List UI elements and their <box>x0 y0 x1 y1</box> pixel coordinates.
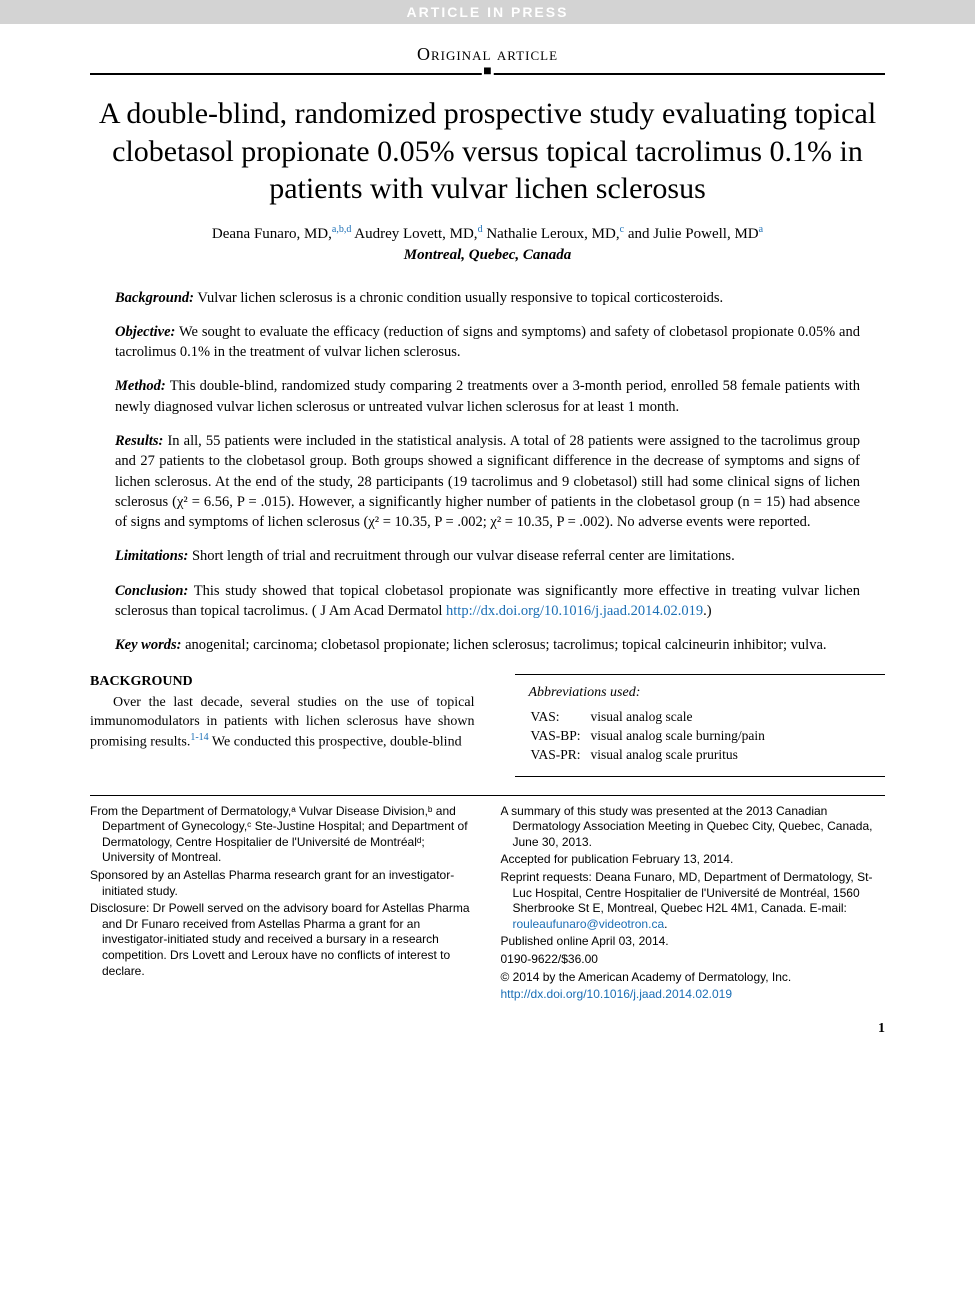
footnote-item: Published online April 03, 2014. <box>501 934 886 950</box>
footnote-item: A summary of this study was presented at… <box>501 804 886 851</box>
abbrev-key: VAS-BP: <box>531 728 589 745</box>
abstract-objective: Objective: We sought to evaluate the eff… <box>115 322 860 363</box>
author-affil: a <box>759 224 763 235</box>
doi-link[interactable]: http://dx.doi.org/10.1016/j.jaad.2014.02… <box>446 603 703 619</box>
author: and Julie Powell, MDa <box>624 226 763 242</box>
footnote-item: Sponsored by an Astellas Pharma research… <box>90 868 475 899</box>
page-number: 1 <box>0 1021 885 1037</box>
footnote-link[interactable]: rouleaufunaro@videotron.ca <box>513 917 665 931</box>
abbrev-row: VAS:visual analog scale <box>531 709 773 726</box>
background-heading: BACKGROUND <box>90 674 475 690</box>
footnote-link[interactable]: http://dx.doi.org/10.1016/j.jaad.2014.02… <box>501 987 733 1001</box>
abbrev-def: visual analog scale <box>591 709 773 726</box>
author-affil: a,b,d <box>332 224 351 235</box>
footnote-item: © 2014 by the American Academy of Dermat… <box>501 970 886 986</box>
abstract-method: Method: This double-blind, randomized st… <box>115 376 860 417</box>
abbrev-row: VAS-PR:visual analog scale pruritus <box>531 747 773 764</box>
author: Nathalie Leroux, MD,c <box>483 226 625 242</box>
citation-ref[interactable]: 1-14 <box>190 732 208 743</box>
abbrev-key: VAS-PR: <box>531 747 589 764</box>
body-column-left: BACKGROUND Over the last decade, several… <box>90 674 475 777</box>
abstract-conclusion: Conclusion: This study showed that topic… <box>115 581 860 622</box>
abbrev-row: VAS-BP:visual analog scale burning/pain <box>531 728 773 745</box>
abstract-limitations: Limitations: Short length of trial and r… <box>115 546 860 566</box>
article-title: A double-blind, randomized prospective s… <box>90 95 885 208</box>
abstract-background: Background: Vulvar lichen sclerosus is a… <box>115 288 860 308</box>
author: Audrey Lovett, MD,d <box>351 226 482 242</box>
author-affil: d <box>478 224 483 235</box>
author-location: Montreal, Quebec, Canada <box>0 247 975 264</box>
footnote-item: http://dx.doi.org/10.1016/j.jaad.2014.02… <box>501 987 886 1003</box>
title-divider <box>90 73 885 75</box>
footnote-item: 0190-9622/$36.00 <box>501 952 886 968</box>
footnotes: From the Department of Dermatology,ᵃ Vul… <box>90 795 885 1005</box>
footnote-item: Disclosure: Dr Powell served on the advi… <box>90 901 475 979</box>
author: Deana Funaro, MD,a,b,d <box>212 226 351 242</box>
abbrev-def: visual analog scale pruritus <box>591 747 773 764</box>
author-line: Deana Funaro, MD,a,b,d Audrey Lovett, MD… <box>90 224 885 243</box>
abbreviations-box: Abbreviations used: VAS:visual analog sc… <box>515 674 886 777</box>
abbreviations-title: Abbreviations used: <box>529 685 878 701</box>
section-label: Original article <box>0 44 975 65</box>
footnotes-right: A summary of this study was presented at… <box>501 804 886 1005</box>
footnote-item: From the Department of Dermatology,ᵃ Vul… <box>90 804 475 866</box>
abstract: Background: Vulvar lichen sclerosus is a… <box>115 288 860 656</box>
abstract-keywords: Key words: anogenital; carcinoma; clobet… <box>115 635 860 655</box>
article-in-press-banner: ARTICLE IN PRESS <box>0 0 975 24</box>
abbrev-def: visual analog scale burning/pain <box>591 728 773 745</box>
body-column-right: Abbreviations used: VAS:visual analog sc… <box>501 674 886 777</box>
abbrev-key: VAS: <box>531 709 589 726</box>
footnote-item: Accepted for publication February 13, 20… <box>501 852 886 868</box>
abstract-results: Results: In all, 55 patients were includ… <box>115 431 860 532</box>
abbreviations-table: VAS:visual analog scaleVAS-BP:visual ana… <box>529 707 775 766</box>
footnote-item: Reprint requests: Deana Funaro, MD, Depa… <box>501 870 886 932</box>
footnotes-left: From the Department of Dermatology,ᵃ Vul… <box>90 804 475 1005</box>
background-paragraph: Over the last decade, several studies on… <box>90 694 475 753</box>
